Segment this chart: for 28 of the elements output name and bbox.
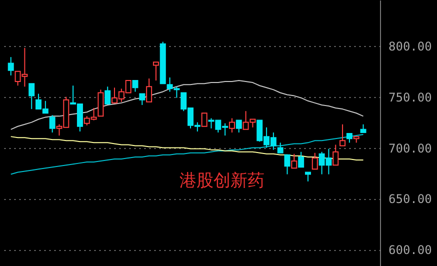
candlestick — [284, 154, 290, 175]
candlestick — [277, 142, 284, 154]
y-tick-label: 650.00 — [388, 192, 432, 206]
y-tick-label: 700.00 — [388, 141, 432, 156]
line-series — [10, 80, 364, 130]
candlestick — [139, 93, 146, 106]
candlestick — [304, 172, 311, 182]
candlestick — [201, 112, 208, 127]
candlestick — [152, 62, 159, 82]
candlestick — [132, 80, 138, 92]
candlestick — [49, 114, 56, 133]
candlestick — [346, 133, 352, 144]
candlestick — [28, 83, 35, 110]
candlestick — [298, 151, 304, 168]
y-tick-label: 750.00 — [388, 90, 432, 104]
annotation: 港股创新药 — [180, 171, 264, 191]
candlestick — [228, 118, 235, 133]
candlestick — [98, 89, 104, 117]
candlestick — [146, 78, 152, 102]
candlestick — [104, 86, 111, 104]
candlestick — [340, 124, 346, 146]
candlestick — [312, 152, 318, 170]
candlestick — [291, 153, 298, 169]
candlestick — [8, 56, 14, 76]
candlestick — [236, 120, 242, 133]
y-tick-label: 600.00 — [388, 243, 432, 258]
candlestick — [332, 144, 339, 166]
y-tick-label: 800.00 — [388, 39, 432, 54]
